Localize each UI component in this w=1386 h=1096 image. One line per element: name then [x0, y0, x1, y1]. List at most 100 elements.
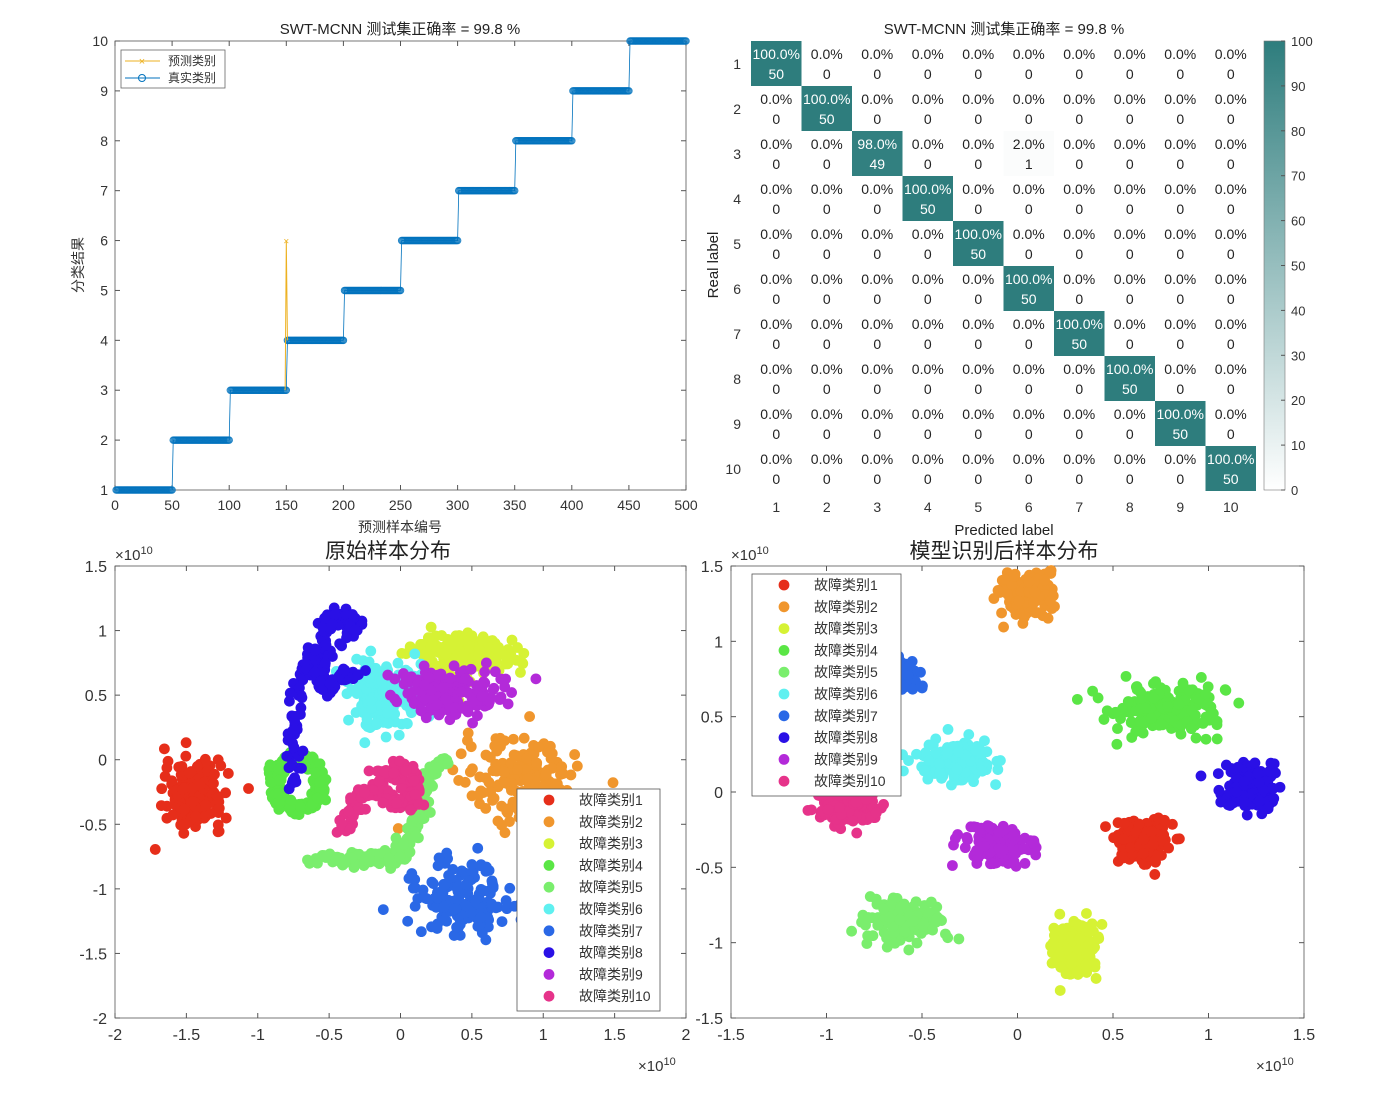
plot3-point — [498, 766, 510, 778]
plot4-point — [1202, 681, 1214, 693]
matrix-cell-count: 0 — [1025, 381, 1033, 397]
plot4-point — [1147, 839, 1159, 850]
matrix-cell — [1003, 41, 1054, 86]
plot1-point-real — [625, 87, 633, 95]
plot3-point — [363, 765, 375, 777]
plot3-point — [475, 911, 487, 923]
matrix-cell-percent: 0.0% — [760, 271, 792, 287]
plot4-legend-marker — [778, 666, 790, 678]
matrix-cell-percent: 0.0% — [1215, 406, 1247, 422]
plot3-legend-marker — [543, 838, 555, 849]
matrix-cell — [801, 401, 852, 446]
matrix-cell — [801, 131, 852, 176]
matrix-cell-count: 0 — [1176, 471, 1184, 487]
plot4-point — [1065, 958, 1077, 969]
plot1-xtick-label: 300 — [446, 497, 470, 513]
plot1-point-real — [510, 186, 519, 195]
plot4-point — [933, 758, 945, 770]
plot3-point — [472, 842, 484, 854]
plot3-point — [382, 669, 394, 681]
matrix-cell-percent: 0.0% — [1164, 181, 1196, 197]
plot4-point — [1120, 670, 1132, 682]
plot3-point — [149, 844, 161, 855]
matrix-cell — [801, 176, 852, 221]
plot4-point — [922, 773, 934, 785]
matrix-cell-percent: 100.0% — [1157, 406, 1204, 422]
matrix-cell-percent: 0.0% — [760, 406, 792, 422]
colorbar-tick-label: 0 — [1291, 483, 1298, 498]
matrix-cell-count: 0 — [823, 336, 831, 352]
plot4-point — [1140, 702, 1152, 714]
matrix-cell-percent: 0.0% — [912, 46, 944, 62]
plot4-point — [887, 921, 899, 933]
matrix-cell — [902, 266, 953, 311]
plot3-point — [499, 735, 510, 747]
matrix-cell — [1155, 41, 1206, 86]
matrix-cell — [852, 221, 903, 266]
plot3-point — [441, 847, 453, 859]
plot3-point — [533, 741, 545, 753]
matrix-cell — [953, 446, 1004, 491]
matrix-cell-count: 0 — [772, 471, 780, 487]
matrix-cell-percent: 0.0% — [1215, 91, 1247, 107]
plot3-point — [156, 783, 168, 795]
plot4-point — [1137, 727, 1149, 739]
matrix-cell-count: 0 — [1075, 66, 1083, 82]
plot4-point — [1163, 842, 1175, 854]
matrix-cell-percent: 0.0% — [1013, 91, 1045, 107]
plot3-point — [395, 783, 407, 794]
matrix-cell-percent: 0.0% — [811, 46, 843, 62]
plot3-point — [359, 737, 371, 749]
plot3-point — [607, 777, 619, 789]
matrix-cell-count: 0 — [1227, 111, 1235, 127]
matrix-cell-percent: 0.0% — [962, 271, 994, 287]
matrix-cell-count: 0 — [873, 66, 881, 82]
plot3-point — [284, 687, 296, 699]
plot1-point-real — [568, 137, 576, 145]
plot3-point — [504, 882, 516, 894]
matrix-cell-percent: 0.0% — [912, 361, 944, 377]
plot4-point — [1200, 733, 1212, 745]
plot4-point — [927, 924, 938, 936]
plot4-point — [1249, 757, 1261, 769]
matrix-cell-count: 50 — [1223, 471, 1239, 487]
plot3-point — [349, 624, 361, 636]
plot4-point — [983, 820, 995, 832]
plot4-legend-label: 故障类别5 — [814, 664, 878, 680]
plot3-cluster — [281, 602, 371, 795]
plot3-point — [222, 768, 234, 779]
matrix-cell — [751, 176, 802, 221]
plot4-point — [899, 925, 910, 937]
plot4-point — [1060, 968, 1072, 980]
plot4-legend-label: 故障类别3 — [814, 621, 878, 637]
plot4-point — [1092, 692, 1104, 704]
plot3-xtick-label: -0.5 — [315, 1027, 343, 1044]
plot4-point — [1028, 838, 1040, 849]
matrix-cell — [1155, 266, 1206, 311]
plot4-point — [1048, 929, 1060, 941]
matrix-cell — [801, 221, 852, 266]
plot4-point — [1149, 854, 1161, 866]
matrix-cell — [1155, 446, 1206, 491]
colorbar-tick-label: 90 — [1291, 79, 1305, 94]
plot3-cluster — [331, 755, 430, 838]
plot3-point — [506, 634, 518, 646]
plot4-point — [1080, 958, 1092, 970]
plot3-point — [408, 685, 420, 697]
plot3-point — [398, 839, 409, 850]
plot4-point — [992, 585, 1004, 596]
plot3-point — [394, 851, 406, 863]
matrix-cell — [852, 176, 903, 221]
plot3-point — [377, 904, 389, 916]
plot3-point — [519, 764, 531, 775]
plot4-point — [927, 739, 939, 750]
plot4-point — [1195, 672, 1207, 683]
colorbar-tick-label: 100 — [1291, 34, 1313, 49]
matrix-cell-count: 0 — [1176, 336, 1184, 352]
plot4-legend-marker — [778, 688, 790, 700]
matrix-cell-percent: 0.0% — [1063, 406, 1095, 422]
plot3-point — [388, 767, 399, 779]
matrix-row-label: 6 — [733, 281, 741, 297]
plot3-point — [506, 687, 517, 698]
raw-distribution-plot: 原始样本分布 -2 -1.5 -1 -0.5 0 0.5 1 1.5 2-2-1.5-1-0.5… — [79, 540, 690, 1075]
